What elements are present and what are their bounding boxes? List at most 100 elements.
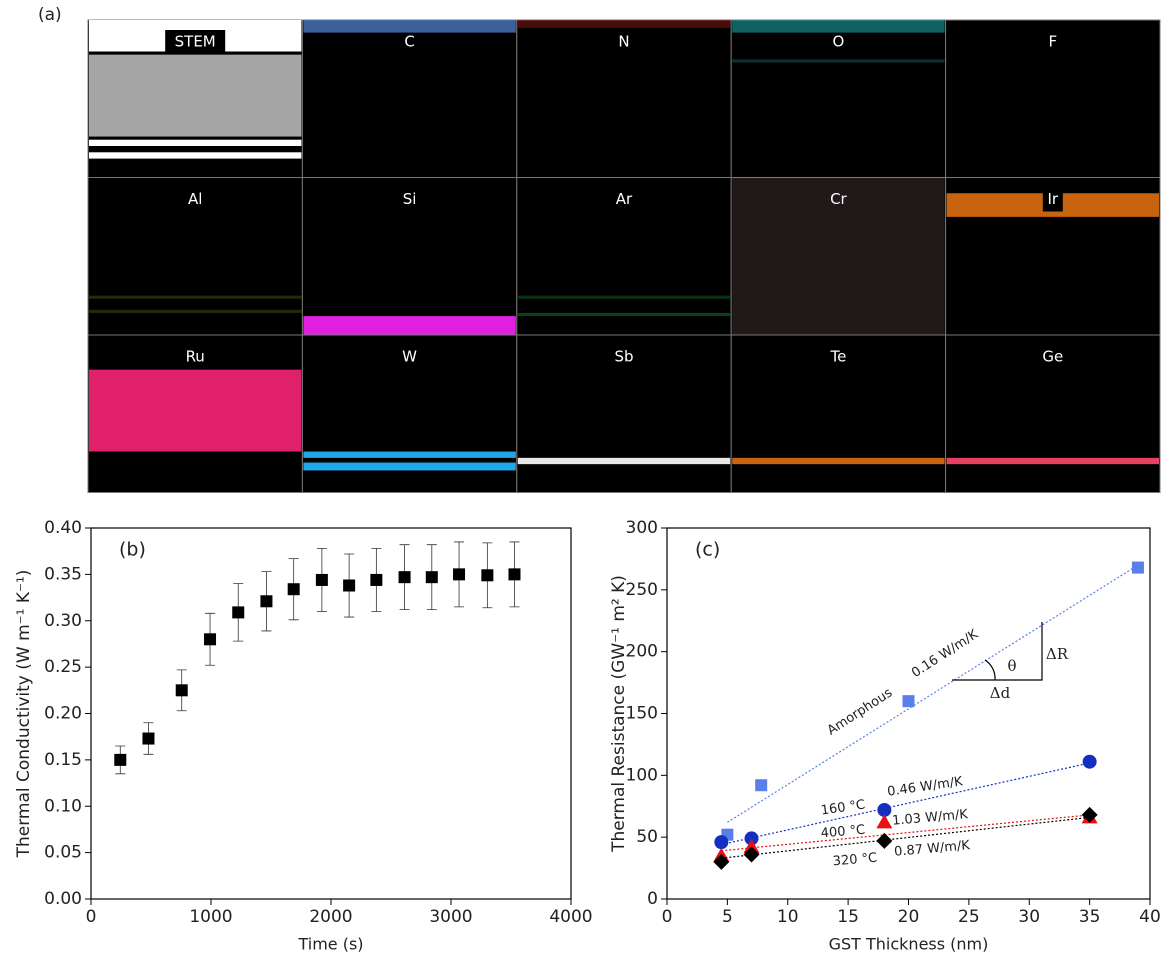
tile-label: C (404, 33, 414, 51)
y-axis-label: Thermal Conductivity (W m⁻¹ K⁻¹) (14, 570, 34, 859)
annotation: Δd (990, 684, 1011, 702)
annotation: ΔR (1046, 645, 1069, 663)
marker (1082, 754, 1097, 769)
x-tick-label: 40 (1139, 907, 1161, 927)
x-tick-label: 4000 (549, 907, 592, 927)
label-bg (165, 30, 226, 52)
y-tick-label: 0 (647, 889, 658, 909)
marker (425, 571, 438, 584)
x-tick-label: 25 (958, 907, 980, 927)
tile-label: Ir (1048, 190, 1059, 208)
map-band (303, 451, 516, 458)
panel-label: (b) (119, 539, 146, 561)
map-band (89, 139, 302, 146)
y-tick-label: 0.30 (44, 611, 82, 631)
x-axis-label: GST Thickness (nm) (829, 935, 989, 954)
x-tick-label: 35 (1079, 907, 1101, 927)
panel-label: (a) (38, 5, 62, 25)
tile-label: O (832, 33, 844, 51)
marker (343, 579, 356, 592)
map-band (732, 457, 945, 465)
map-band (517, 457, 731, 465)
marker (877, 802, 892, 817)
marker (175, 684, 188, 697)
marker (142, 732, 155, 745)
x-axis-label: Time (s) (297, 935, 363, 954)
marker (1131, 561, 1144, 574)
map-band (517, 295, 731, 299)
marker (755, 779, 768, 792)
label-bg (1042, 189, 1063, 212)
x-tick-label: 30 (1018, 907, 1040, 927)
tile-label: Sb (614, 348, 633, 366)
tile-label: Al (188, 190, 202, 208)
tile-label: N (618, 33, 629, 51)
tile-label: STEM (175, 33, 216, 51)
y-tick-label: 150 (626, 704, 658, 724)
y-tick-label: 50 (636, 827, 658, 847)
marker (204, 633, 217, 646)
tile-label: Cr (830, 190, 847, 208)
tile-label: Ar (616, 190, 633, 208)
tile-label: F (1048, 33, 1057, 51)
marker (398, 571, 411, 584)
series-label: 400 °C (820, 823, 866, 842)
series-label: Amorphous (825, 685, 896, 738)
tile-label: Ge (1042, 348, 1063, 366)
y-tick-label: 200 (626, 642, 658, 662)
series-label: 320 °C (832, 851, 878, 870)
map-band (89, 309, 302, 313)
map-tile (730, 177, 947, 336)
plot-frame (90, 527, 572, 900)
x-tick-label: 10 (777, 907, 799, 927)
series-label: 160 °C (820, 797, 866, 818)
map-tile (730, 334, 947, 493)
slope-triangle (952, 622, 1043, 681)
tile-label: Si (403, 190, 417, 208)
map-tile (301, 177, 518, 336)
fit-line (721, 816, 1090, 859)
marker (481, 569, 494, 582)
x-tick-label: 0 (662, 907, 673, 927)
map-band (517, 312, 731, 317)
x-tick-label: 0 (86, 907, 97, 927)
y-tick-label: 300 (626, 518, 658, 538)
map-band (303, 462, 516, 471)
map-tile (516, 334, 732, 493)
x-tick-label: 1000 (189, 907, 232, 927)
y-tick-label: 0.35 (44, 564, 82, 584)
map-tile (945, 334, 1161, 493)
marker (287, 583, 300, 596)
marker (260, 595, 273, 608)
marker (713, 853, 730, 870)
marker (876, 814, 893, 829)
map-tile (516, 177, 732, 336)
y-tick-label: 100 (626, 765, 658, 785)
marker (714, 835, 729, 850)
marker (315, 573, 328, 586)
fit-line (727, 564, 1139, 823)
map-band (89, 152, 302, 159)
marker (743, 839, 760, 854)
slope-label: 0.87 W/m/K (894, 838, 971, 860)
annotation: θ (1007, 657, 1016, 675)
marker (508, 568, 521, 581)
marker (453, 568, 466, 581)
x-tick-label: 3000 (429, 907, 472, 927)
marker (902, 695, 915, 708)
y-tick-label: 0.20 (44, 704, 82, 724)
panel-label: (c) (695, 539, 720, 561)
y-tick-label: 0.15 (44, 750, 82, 770)
y-axis-label: Thermal Resistance (GW⁻¹ m² K) (609, 575, 629, 853)
map-band (303, 316, 516, 335)
map-band (732, 177, 945, 335)
tile-label: Te (829, 348, 846, 366)
tile-label: Ru (186, 348, 205, 366)
map-band (732, 20, 945, 33)
marker (232, 606, 245, 619)
fit-line (721, 762, 1090, 846)
slope-label: 0.16 W/m/K (909, 627, 981, 681)
marker (1081, 806, 1098, 823)
map-band (517, 20, 731, 28)
